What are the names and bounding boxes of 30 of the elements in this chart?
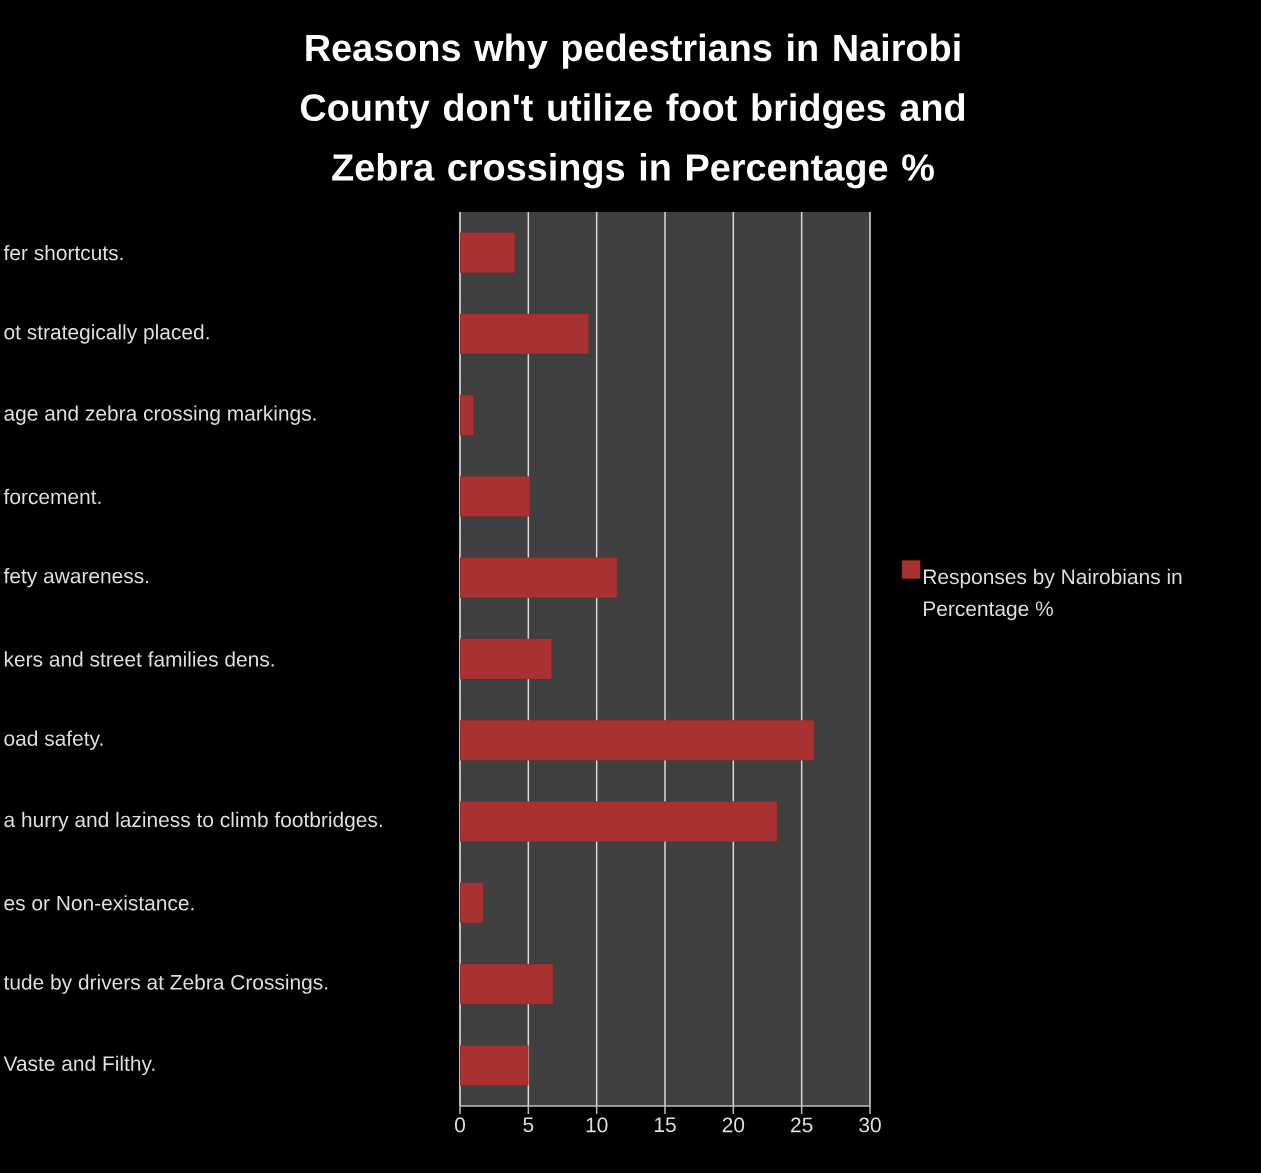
x-tick-label: 30 [859,1117,881,1133]
y-tick-label: forcement. [3,488,101,505]
y-tick-label: fer shortcuts. [3,244,123,261]
x-tick-label: 25 [791,1117,813,1133]
y-tick-label: tude by drivers at Zebra Crossings. [3,974,328,994]
bar [460,801,778,842]
y-tick-label: oad safety. [4,730,103,751]
x-tick-label: 10 [586,1117,608,1133]
y-tick-label: kers and street families dens. [4,651,274,667]
bar [460,476,530,517]
y-tick-label: Vaste and Filthy. [3,1055,155,1076]
x-tick-label: 15 [654,1117,676,1133]
y-tick-label: age and zebra crossing markings. [4,405,316,425]
bar [460,313,589,355]
chart-title: Reasons why pedestrians in Nairobi County don't utilize foot bridges and Zebra crossings in Percentage % [300,33,965,189]
y-tick-label: a hurry and laziness to climb footbridges. [4,811,382,832]
y-tick-label: ot strategically placed. [4,324,209,344]
bar [460,1045,529,1086]
bar [460,638,552,680]
bar [460,557,618,598]
bar [460,720,815,761]
bar [460,882,484,924]
x-tick-label: 5 [523,1117,534,1133]
x-tick-label: 0 [454,1117,465,1133]
y-tick-label: es or Non-existance. [4,895,194,911]
x-tick-label: 20 [722,1117,745,1133]
bar [460,232,515,273]
legend-label: Responses by Nairobians in Percentage % [924,568,1182,621]
bar [460,963,554,1005]
y-tick-label: fety awareness. [3,567,149,588]
